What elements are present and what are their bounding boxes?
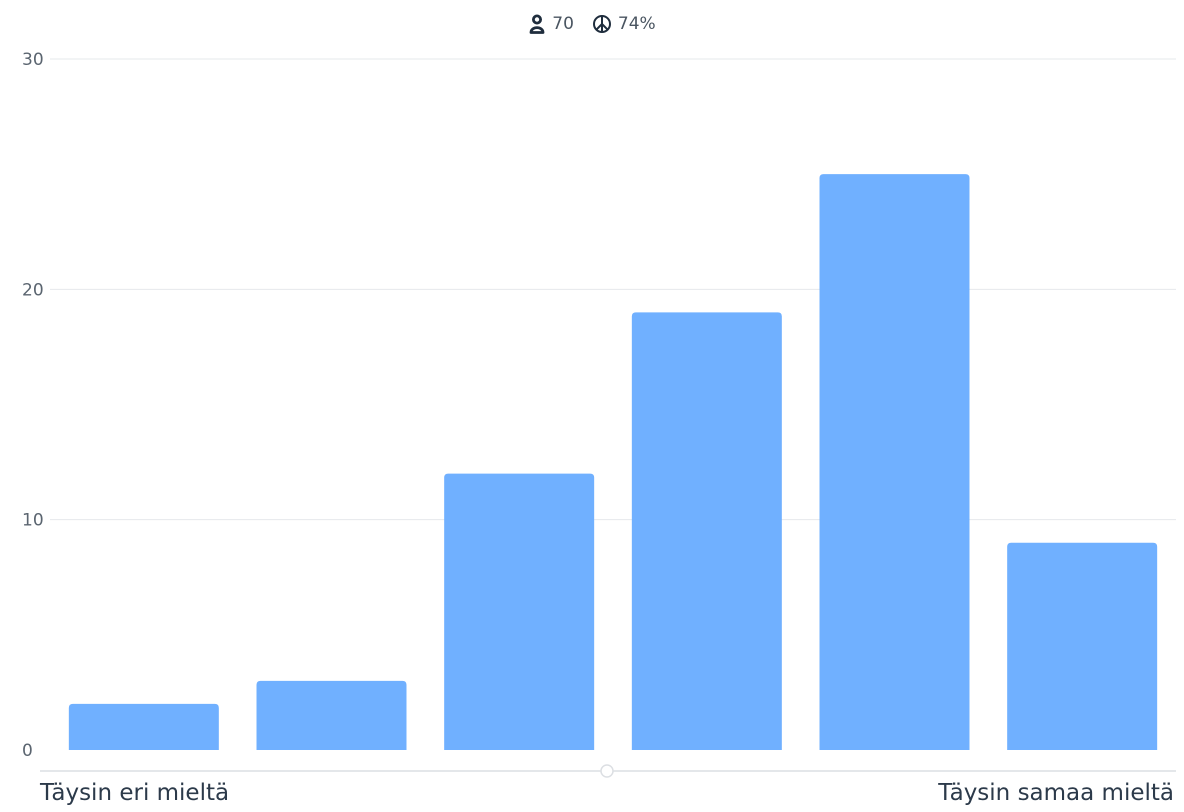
bar-5 [819, 174, 970, 750]
summary-stats: 70 74% [0, 10, 1184, 38]
scale-min-label: Täysin eri mieltä [40, 780, 230, 806]
bar-6 [1007, 542, 1158, 750]
y-tick-label: 10 [22, 511, 44, 531]
y-tick-label: 30 [22, 50, 44, 70]
agreement-percent: 74% [617, 14, 656, 34]
person-icon [528, 14, 546, 34]
bar-chart: 0 10 20 30 [22, 50, 1176, 778]
bar-1 [68, 703, 219, 750]
y-tick-label: 0 [22, 741, 33, 761]
respondent-count: 70 [552, 14, 574, 34]
bar-2 [256, 680, 407, 750]
bar-4 [631, 312, 782, 750]
axis-midpoint-marker [600, 764, 614, 778]
scale-max-label: Täysin samaa mieltä [938, 780, 1174, 806]
peace-icon [592, 14, 612, 34]
y-tick-label: 20 [22, 280, 44, 300]
bar-3 [444, 473, 595, 750]
agreement-stat: 74% [592, 14, 656, 34]
respondents-stat: 70 [528, 14, 574, 34]
